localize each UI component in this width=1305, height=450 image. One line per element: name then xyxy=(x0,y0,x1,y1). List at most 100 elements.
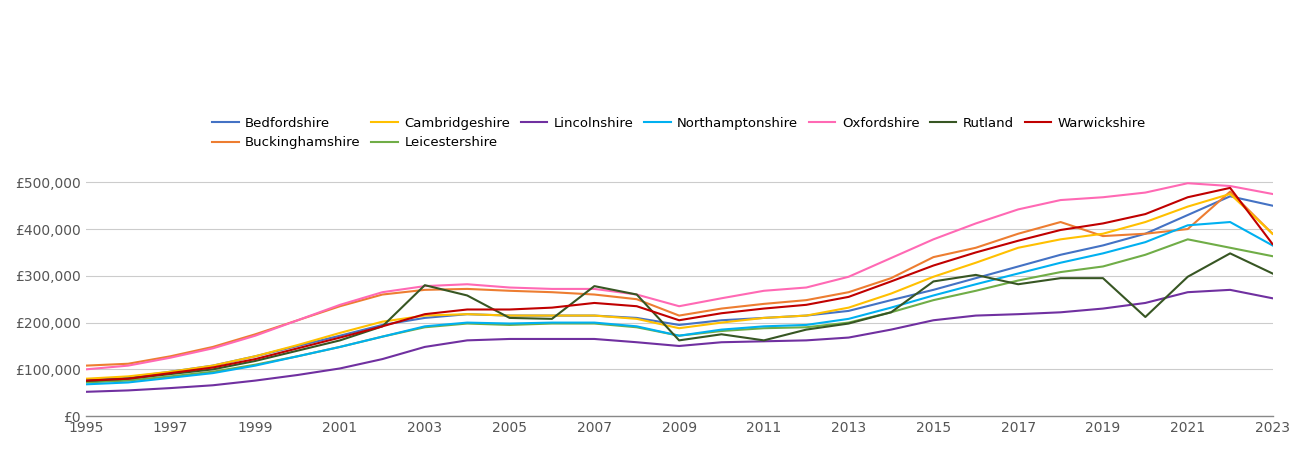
Line: Northamptonshire: Northamptonshire xyxy=(86,222,1272,384)
Lincolnshire xyxy=(840,335,856,340)
Leicestershire xyxy=(459,321,475,326)
Oxfordshire xyxy=(714,296,729,301)
Oxfordshire xyxy=(883,255,899,261)
Leicestershire xyxy=(968,288,984,293)
Bedfordshire xyxy=(205,363,221,368)
Lincolnshire xyxy=(120,388,136,393)
Cambridgeshire xyxy=(629,316,645,322)
Cambridgeshire xyxy=(459,311,475,317)
Cambridgeshire xyxy=(1265,231,1280,236)
Leicestershire xyxy=(925,297,941,303)
Bedfordshire xyxy=(925,287,941,292)
Northamptonshire xyxy=(544,320,560,325)
Lincolnshire xyxy=(586,336,602,342)
Buckinghamshire xyxy=(840,289,856,295)
Oxfordshire xyxy=(333,302,348,307)
Rutland xyxy=(1138,314,1154,319)
Leicestershire xyxy=(501,322,517,328)
Leicestershire xyxy=(1223,245,1238,251)
Rutland xyxy=(501,315,517,320)
Buckinghamshire xyxy=(714,306,729,311)
Bedfordshire xyxy=(459,311,475,317)
Oxfordshire xyxy=(968,221,984,226)
Buckinghamshire xyxy=(629,297,645,302)
Bedfordshire xyxy=(290,343,305,349)
Warwickshire xyxy=(205,365,221,370)
Cambridgeshire xyxy=(120,374,136,379)
Warwickshire xyxy=(290,346,305,351)
Northamptonshire xyxy=(1095,251,1111,256)
Line: Leicestershire: Leicestershire xyxy=(86,239,1272,382)
Leicestershire xyxy=(1265,253,1280,259)
Buckinghamshire xyxy=(925,254,941,260)
Bedfordshire xyxy=(1138,231,1154,236)
Cambridgeshire xyxy=(671,325,686,331)
Buckinghamshire xyxy=(459,286,475,292)
Line: Buckinghamshire: Buckinghamshire xyxy=(86,192,1272,365)
Northamptonshire xyxy=(501,321,517,326)
Oxfordshire xyxy=(205,346,221,351)
Rutland xyxy=(290,348,305,353)
Lincolnshire xyxy=(1010,311,1026,317)
Warwickshire xyxy=(799,302,814,307)
Cambridgeshire xyxy=(333,330,348,336)
Oxfordshire xyxy=(459,282,475,287)
Oxfordshire xyxy=(1053,198,1069,203)
Leicestershire xyxy=(1095,264,1111,269)
Bedfordshire xyxy=(78,377,94,382)
Rutland xyxy=(756,338,771,343)
Leicestershire xyxy=(375,334,390,339)
Northamptonshire xyxy=(78,382,94,387)
Warwickshire xyxy=(1180,194,1195,200)
Line: Rutland: Rutland xyxy=(86,253,1272,381)
Cambridgeshire xyxy=(78,376,94,382)
Bedfordshire xyxy=(968,275,984,281)
Oxfordshire xyxy=(1265,191,1280,197)
Bedfordshire xyxy=(544,313,560,318)
Cambridgeshire xyxy=(544,313,560,318)
Buckinghamshire xyxy=(544,289,560,295)
Buckinghamshire xyxy=(418,287,433,292)
Leicestershire xyxy=(78,380,94,385)
Rutland xyxy=(925,279,941,284)
Bedfordshire xyxy=(1095,243,1111,248)
Rutland xyxy=(1053,275,1069,281)
Leicestershire xyxy=(1138,252,1154,257)
Northamptonshire xyxy=(1180,223,1195,228)
Bedfordshire xyxy=(629,315,645,320)
Warwickshire xyxy=(1265,241,1280,247)
Rutland xyxy=(120,376,136,382)
Warwickshire xyxy=(925,263,941,268)
Lincolnshire xyxy=(290,372,305,378)
Rutland xyxy=(163,371,179,377)
Buckinghamshire xyxy=(1138,231,1154,236)
Rutland xyxy=(1095,275,1111,281)
Buckinghamshire xyxy=(1265,231,1280,236)
Cambridgeshire xyxy=(840,305,856,310)
Oxfordshire xyxy=(1095,194,1111,200)
Oxfordshire xyxy=(756,288,771,293)
Rutland xyxy=(799,327,814,332)
Lincolnshire xyxy=(1138,300,1154,306)
Lincolnshire xyxy=(248,378,264,383)
Oxfordshire xyxy=(120,363,136,368)
Warwickshire xyxy=(459,307,475,312)
Oxfordshire xyxy=(925,237,941,242)
Buckinghamshire xyxy=(671,313,686,318)
Oxfordshire xyxy=(290,318,305,323)
Leicestershire xyxy=(586,321,602,326)
Oxfordshire xyxy=(375,289,390,295)
Buckinghamshire xyxy=(1223,189,1238,194)
Rutland xyxy=(671,338,686,343)
Oxfordshire xyxy=(586,286,602,292)
Bedfordshire xyxy=(1265,203,1280,208)
Oxfordshire xyxy=(1223,183,1238,189)
Rutland xyxy=(418,283,433,288)
Oxfordshire xyxy=(671,303,686,309)
Leicestershire xyxy=(248,362,264,367)
Warwickshire xyxy=(248,356,264,362)
Rutland xyxy=(78,378,94,384)
Warwickshire xyxy=(1010,238,1026,243)
Leicestershire xyxy=(756,325,771,331)
Northamptonshire xyxy=(163,375,179,381)
